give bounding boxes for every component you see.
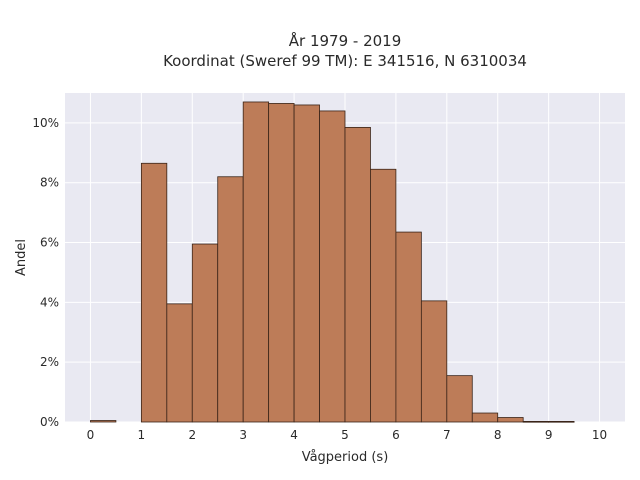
- chart-title-line-2: Koordinat (Sweref 99 TM): E 341516, N 63…: [163, 52, 527, 70]
- y-axis-label: Andel: [14, 239, 29, 276]
- histogram-bar: [191, 243, 219, 423]
- histogram-bar: [370, 168, 397, 423]
- y-tick-label: 0%: [40, 415, 59, 429]
- histogram-bar: [166, 303, 193, 423]
- y-tick-label: 6%: [40, 236, 59, 250]
- histogram-bar: [293, 104, 320, 423]
- bars: [90, 101, 575, 423]
- histogram-bar: [522, 421, 550, 423]
- histogram-bar: [395, 231, 422, 423]
- y-tick-label: 8%: [40, 176, 59, 190]
- histogram-bar: [420, 300, 448, 423]
- histogram-bar: [446, 375, 473, 423]
- y-tick-label: 2%: [40, 355, 59, 369]
- histogram-bar: [140, 162, 168, 423]
- histogram-bar: [344, 126, 371, 423]
- y-tick-labels: 0% 2% 4% 6% 8% 10%: [32, 116, 59, 429]
- x-tick-label: 6: [392, 428, 400, 442]
- histogram-bar: [497, 417, 524, 423]
- x-tick-labels: 0 1 2 3 4 5 6 7 8 9 10: [87, 428, 608, 442]
- x-tick-label: 4: [290, 428, 298, 442]
- y-tick-label: 10%: [32, 116, 59, 130]
- x-tick-label: 7: [443, 428, 451, 442]
- y-tick-label: 4%: [40, 295, 59, 309]
- x-tick-label: 5: [341, 428, 349, 442]
- histogram-bar: [548, 421, 575, 423]
- x-tick-label: 1: [138, 428, 146, 442]
- chart-title-line-1: År 1979 - 2019: [289, 31, 402, 50]
- histogram-bar: [268, 103, 295, 423]
- histogram-bar: [90, 420, 117, 423]
- x-axis-label: Vågperiod (s): [302, 450, 389, 465]
- histogram-bar: [319, 110, 346, 423]
- x-tick-label: 2: [188, 428, 196, 442]
- histogram-bar: [217, 176, 244, 423]
- histogram-bar: [242, 101, 270, 423]
- x-tick-label: 9: [545, 428, 553, 442]
- x-tick-label: 3: [239, 428, 247, 442]
- x-tick-label: 0: [87, 428, 95, 442]
- x-tick-label: 8: [494, 428, 502, 442]
- x-tick-label: 10: [592, 428, 607, 442]
- histogram-bar: [471, 412, 499, 423]
